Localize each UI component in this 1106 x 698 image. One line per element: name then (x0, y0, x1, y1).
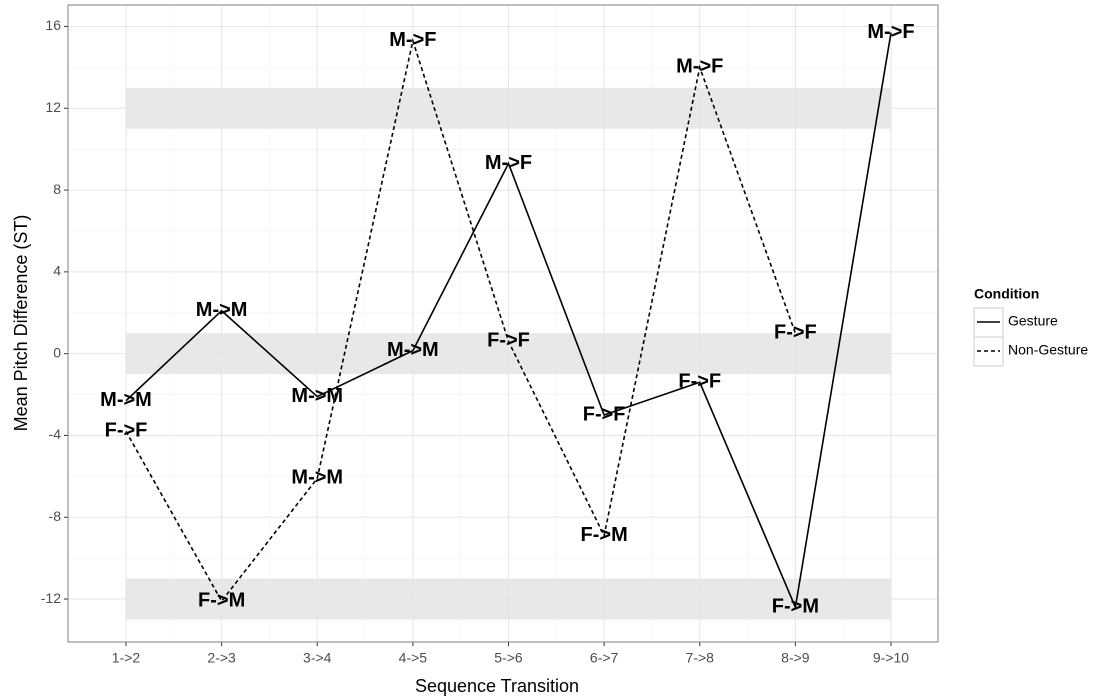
point-label: F->F (487, 330, 530, 352)
x-tick-label: 8->9 (781, 650, 810, 666)
x-tick-label: 7->8 (686, 650, 715, 666)
y-tick-label: 4 (53, 263, 61, 279)
point-label: F->M (198, 589, 245, 611)
point-label: F->M (581, 524, 628, 546)
x-tick-label: 1->2 (112, 650, 141, 666)
plot-border (67, 4, 939, 643)
point-label: M->M (291, 385, 343, 407)
point-label: M->M (100, 389, 152, 411)
x-tick-label: 4->5 (399, 650, 428, 666)
point-label: M->F (867, 21, 914, 43)
point-label: M->F (389, 29, 436, 51)
x-axis-title: Sequence Transition (415, 676, 579, 696)
y-tick-label: -4 (49, 426, 62, 442)
series-line (125, 32, 892, 611)
legend-title: Condition (974, 286, 1039, 302)
point-label: F->F (678, 371, 721, 393)
point-label: M->F (485, 152, 532, 174)
point-label: M->M (291, 467, 343, 489)
x-tick-label: 5->6 (494, 650, 523, 666)
y-tick-label: 12 (45, 99, 61, 115)
legend-label: Gesture (1008, 313, 1058, 329)
point-label: F->M (772, 596, 819, 618)
point-label: F->F (774, 321, 817, 343)
point-label: F->F (105, 420, 148, 442)
point-label: F->F (583, 403, 626, 425)
y-tick-label: 0 (53, 344, 61, 360)
point-label: M->M (387, 339, 439, 361)
point-label: M->F (676, 56, 723, 78)
x-tick-label: 6->7 (590, 650, 619, 666)
x-tick-label: 3->4 (303, 650, 332, 666)
y-tick-label: 16 (45, 17, 61, 33)
y-axis-title: Mean Pitch Difference (ST) (11, 215, 31, 432)
y-tick-label: 8 (53, 181, 61, 197)
point-label: M->M (196, 299, 248, 321)
legend-label: Non-Gesture (1008, 342, 1088, 358)
y-tick-label: -8 (49, 508, 62, 524)
series-line (125, 37, 797, 603)
x-tick-label: 2->3 (207, 650, 236, 666)
y-tick-label: -12 (41, 590, 61, 606)
x-tick-label: 9->10 (873, 650, 909, 666)
